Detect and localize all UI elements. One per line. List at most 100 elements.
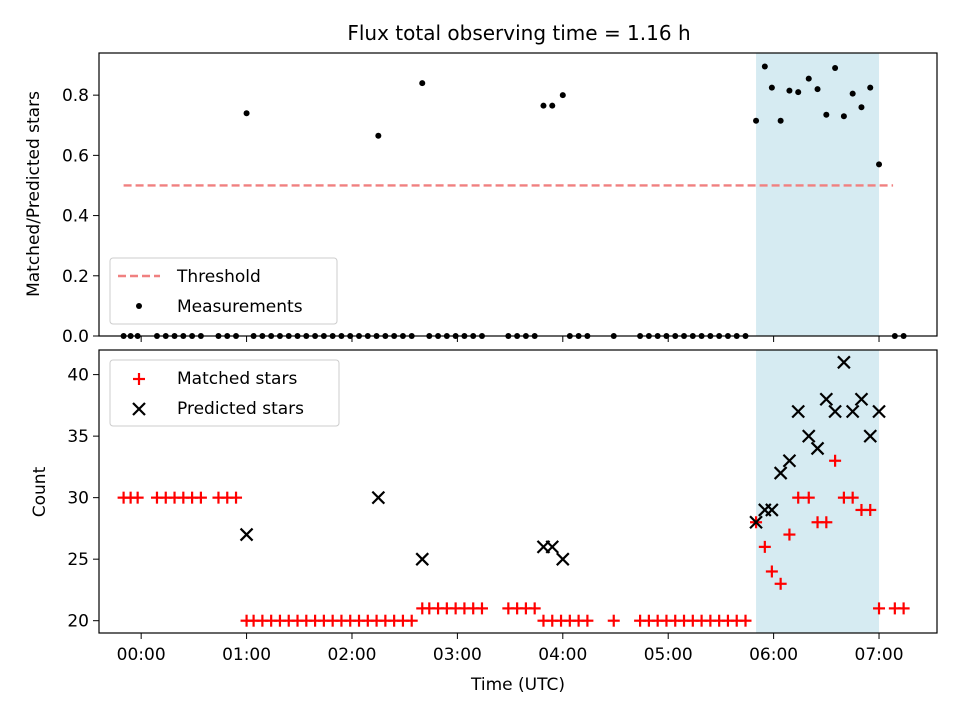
top-ytick-label: 0.0 [62,327,89,347]
bottom-plot-frame [98,349,938,634]
matched-star-point [792,491,805,504]
measurement-point [849,90,856,97]
xtick-label: 02:00 [327,645,376,665]
measurement-point [795,89,802,96]
measurement-point [832,65,839,72]
measurement-point [876,161,883,168]
matched-star-point [765,565,778,578]
legend-matched-label: Matched stars [177,369,297,389]
legend-matched-swatch [133,373,145,385]
predicted-star-point [545,540,560,554]
measurement-point [540,102,547,109]
predicted-star-point [845,404,860,419]
xtick-label: 06:00 [749,645,798,665]
bottom-highlight-band [756,350,880,633]
bottom-ytick-label: 35 [67,427,89,447]
predicted-star-point [854,392,869,406]
bottom-y-axis-label: Count [30,466,50,517]
predicted-star-point [239,527,254,542]
measurement-point [786,87,793,94]
matched-star-point [475,602,488,615]
matched-star-point [581,614,594,627]
measurement-point [823,111,830,118]
top-y-axis-label: Matched/Predicted stars [24,91,44,297]
predicted-star-point [556,552,570,566]
matched-star-point [405,614,418,627]
matched-star-point [783,528,796,541]
bottom-ytick-label: 30 [67,489,89,509]
measurement-point [549,102,556,109]
top-legend: Threshold Measurements [109,257,338,325]
xtick-label: 03:00 [433,645,482,665]
predicted-star-point [371,490,386,505]
matched-star-point [739,614,752,627]
top-highlight-band [756,53,880,336]
predicted-star-point [782,453,797,468]
top-panel: 0.00.20.40.60.8 Matched/Predicted stars … [24,52,938,347]
matched-star-point [194,491,207,504]
bottom-ytick-label: 40 [67,366,89,386]
measurement-point [559,92,566,99]
bottom-legend: Matched stars Predicted stars [109,359,340,427]
matched-star-point [897,602,910,615]
matched-star-point [774,577,787,590]
predicted-star-point [415,552,430,566]
legend-measurements-label: Measurements [177,297,303,317]
top-ytick-label: 0.8 [62,86,89,106]
top-plot-frame [98,52,938,337]
xtick-label: 00:00 [117,645,166,665]
bottom-panel: 20 25 30 35 40 00:00 01:00 02:00 03:00 04:00 05:0… [30,349,938,695]
top-ytick-label: 0.6 [62,146,89,166]
predicted-star-point [828,404,842,419]
predicted-star-point [810,441,825,456]
matched-star-point [607,614,620,627]
measurement-point [777,117,784,124]
measurement-point [768,84,775,91]
xtick-label: 07:00 [855,645,904,665]
matched-star-point [873,602,886,615]
predicted-star-point [837,355,851,370]
bottom-legend-box [109,359,340,427]
legend-predicted-label: Predicted stars [177,399,304,419]
predicted-star-point [801,429,816,443]
predicted-star-point [819,392,834,406]
predicted-star-point [791,404,805,419]
predicted-star-point [872,404,886,419]
measurement-point [753,117,760,124]
matched-star-point [820,516,833,529]
matched-star-point [864,503,877,516]
measurement-point [814,86,821,93]
legend-threshold-label: Threshold [176,267,261,287]
matched-star-point [802,491,815,504]
top-legend-box [109,257,338,325]
predicted-star-point [765,503,779,517]
measurement-point [805,75,812,82]
matched-star-point [829,454,842,467]
matched-star-point [528,602,541,615]
measurement-point [761,63,768,70]
measurement-point [867,84,874,91]
predicted-star-point [863,429,878,443]
predicted-star-point [773,466,788,480]
matched-star-point [230,491,243,504]
predicted-star-point [749,515,763,530]
xtick-label: 04:00 [538,645,587,665]
matched-star-point [758,540,771,553]
chart-title: Flux total observing time = 1.16 h [347,21,690,45]
legend-predicted-swatch [132,402,146,416]
xtick-label: 01:00 [222,645,271,665]
measurement-point [375,132,382,139]
top-ytick-label: 0.4 [62,207,89,227]
bottom-ytick-label: 25 [67,550,89,570]
measurement-point [243,110,250,117]
top-ytick-label: 0.2 [62,267,89,287]
legend-measurements-swatch [136,303,142,309]
measurement-point [858,104,865,111]
xtick-label: 05:00 [644,645,693,665]
x-axis-label: Time (UTC) [470,675,565,695]
measurement-point [419,80,426,87]
matched-star-point [846,491,859,504]
measurement-point [840,113,847,120]
matched-star-point [131,491,144,504]
